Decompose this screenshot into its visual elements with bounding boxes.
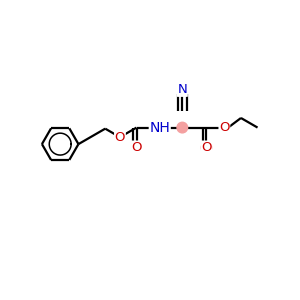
Text: O: O <box>201 141 212 154</box>
Text: O: O <box>219 121 230 134</box>
Text: O: O <box>131 141 142 154</box>
Text: O: O <box>115 131 125 144</box>
Circle shape <box>201 142 212 153</box>
Circle shape <box>177 122 188 133</box>
Text: NH: NH <box>149 121 170 135</box>
Text: N: N <box>177 83 187 96</box>
